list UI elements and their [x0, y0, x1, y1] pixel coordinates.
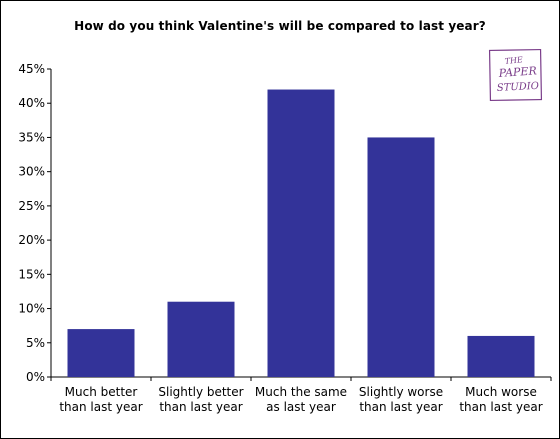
y-tick-label: 25% — [18, 199, 45, 213]
y-tick-label: 10% — [18, 302, 45, 316]
bar — [67, 329, 135, 377]
x-tick-label: Slightly better — [158, 385, 243, 399]
x-tick-label: than last year — [59, 400, 142, 414]
x-tick-label: Much worse — [465, 385, 537, 399]
y-tick-label: 45% — [18, 62, 45, 76]
svg-text:THE: THE — [504, 55, 523, 66]
logo-icon: THE PAPER STUDIO — [488, 48, 543, 102]
y-tick-label: 5% — [26, 336, 45, 350]
y-tick-label: 0% — [26, 370, 45, 384]
y-tick-label: 30% — [18, 165, 45, 179]
x-tick-label: Much better — [65, 385, 138, 399]
x-tick-label: than last year — [359, 400, 442, 414]
bar — [467, 335, 535, 377]
bar — [167, 301, 235, 377]
svg-text:PAPER: PAPER — [497, 64, 537, 80]
x-tick-label: than last year — [159, 400, 242, 414]
bar — [367, 137, 435, 377]
svg-text:STUDIO: STUDIO — [497, 81, 540, 94]
x-tick-label: Much the same — [255, 385, 347, 399]
y-tick-label: 40% — [18, 96, 45, 110]
y-tick-label: 15% — [18, 267, 45, 281]
bar — [267, 89, 335, 378]
y-tick-label: 35% — [18, 130, 45, 144]
x-tick-label: than last year — [459, 400, 542, 414]
y-tick-label: 20% — [18, 233, 45, 247]
x-tick-label: as last year — [266, 400, 336, 414]
x-tick-label: Slightly worse — [359, 385, 443, 399]
chart-title: How do you think Valentine's will be com… — [74, 19, 486, 33]
